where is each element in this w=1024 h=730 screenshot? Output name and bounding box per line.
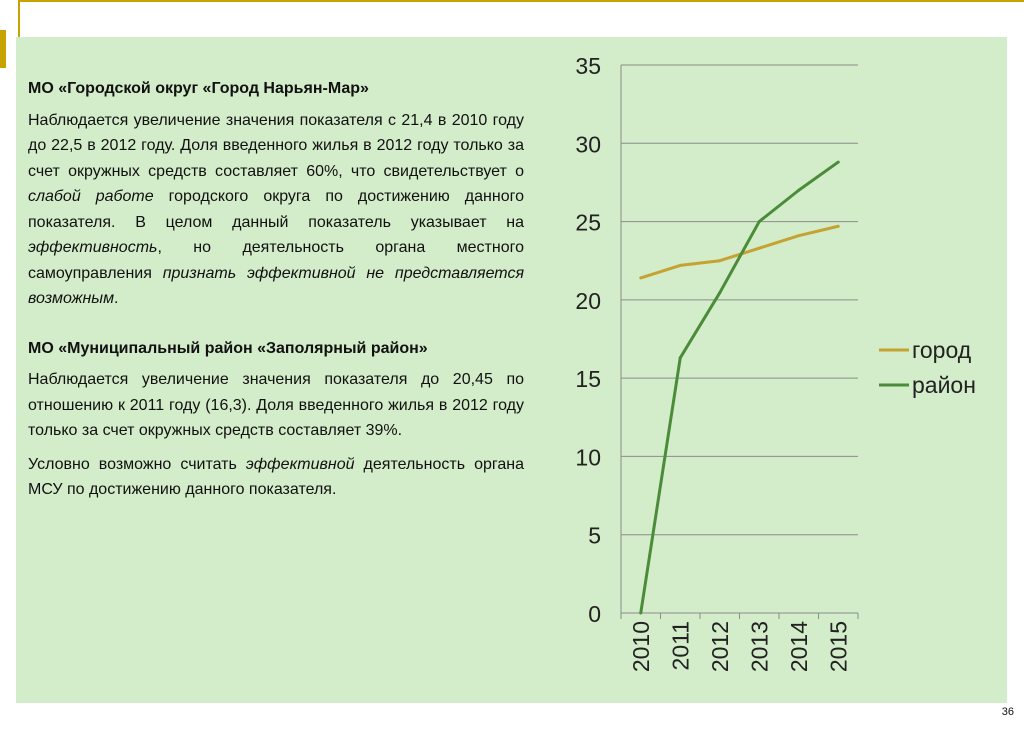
section1-text-a: Наблюдается увеличение значения показате… xyxy=(28,111,524,180)
data-point xyxy=(639,611,643,615)
section1-text-b: городского округа по достижению данного … xyxy=(28,188,524,231)
data-point xyxy=(797,188,801,192)
data-point xyxy=(678,263,682,267)
top-border-line xyxy=(18,0,1024,2)
section1-paragraph: Наблюдается увеличение значения показате… xyxy=(28,108,524,312)
legend-label-1: город xyxy=(912,337,972,363)
data-point xyxy=(639,276,643,280)
x-tick-label: 2014 xyxy=(786,621,812,672)
x-tick-label: 2015 xyxy=(825,621,851,672)
section1-heading: МО «Городской округ «Город Нарьян-Мар» xyxy=(28,80,369,97)
data-point xyxy=(757,220,761,224)
section2-paragraph-1: Наблюдается увеличение значения показате… xyxy=(28,371,524,439)
section2-heading: МО «Муниципальный район «Заполярный райо… xyxy=(28,339,428,357)
series-line-2 xyxy=(639,160,840,614)
line-chart: 0 5 10 15 20 25 30 35 2010 2011 2012 2013 2014 2015 го… xyxy=(575,53,976,672)
data-point xyxy=(718,291,722,295)
text-column: МО «Городской округ «Город Нарьян-Мар» Н… xyxy=(28,76,524,503)
y-tick-label: 0 xyxy=(588,601,601,627)
section2-paragraph-2: Условно возможно считать эффективной дея… xyxy=(28,452,524,503)
data-point xyxy=(678,356,682,360)
section2-text-a: Условно возможно считать xyxy=(28,455,246,473)
section1-emphasis-3: признать эффективной не представляется в… xyxy=(28,264,524,308)
y-tick-label: 5 xyxy=(588,523,601,549)
section1-text-d: . xyxy=(114,290,119,307)
data-point xyxy=(797,234,801,238)
y-tick-label: 15 xyxy=(575,366,601,392)
y-tick-label: 35 xyxy=(575,53,601,79)
section1-emphasis-2: эффективность xyxy=(28,239,158,256)
data-point xyxy=(718,259,722,263)
legend-label-2: район xyxy=(912,372,976,398)
data-point xyxy=(836,160,840,164)
page-number: 36 xyxy=(1001,706,1014,718)
data-point xyxy=(757,246,761,250)
left-accent-bar xyxy=(0,30,6,68)
section2-text-b: деятельность органа МСУ по достижению да… xyxy=(28,455,524,499)
x-tick-label: 2010 xyxy=(628,621,654,672)
x-tick-label: 2013 xyxy=(746,621,772,672)
top-border-corner xyxy=(18,0,20,60)
x-tick-label: 2011 xyxy=(667,621,693,670)
y-tick-label: 20 xyxy=(575,288,601,314)
section1-emphasis-1: слабой работе xyxy=(28,188,154,205)
y-tick-label: 30 xyxy=(575,131,601,157)
series-line-1 xyxy=(640,224,839,280)
section1-text-c: , но деятельность органа местного самоуп… xyxy=(28,239,524,282)
x-tick-label: 2012 xyxy=(707,621,733,672)
data-point xyxy=(836,224,840,228)
y-tick-label: 10 xyxy=(575,444,601,470)
y-tick-label: 25 xyxy=(575,210,601,236)
section2-emphasis: эффективной xyxy=(245,455,355,473)
content-panel xyxy=(16,37,1007,703)
